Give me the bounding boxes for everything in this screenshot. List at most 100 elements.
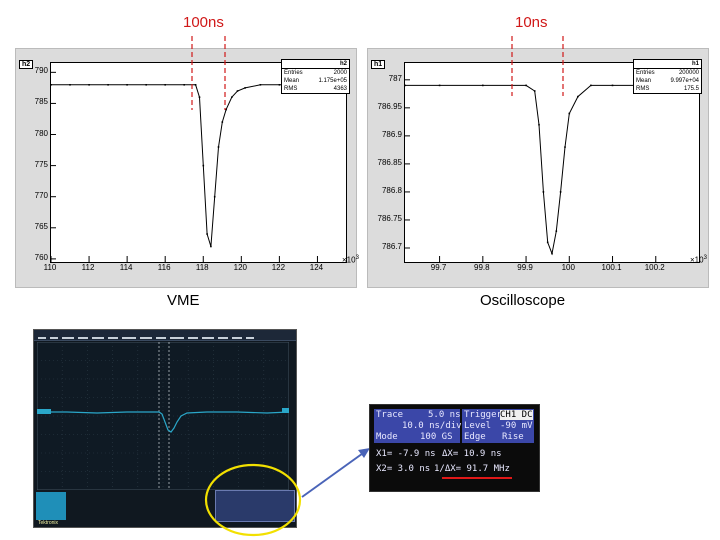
scope-status-text: Tektronix — [38, 520, 59, 526]
h1-y-tick-label: 787 — [388, 73, 402, 83]
h2-data-point — [51, 84, 52, 86]
zoomed-readout: Trace 5.0 ns Trigger CH1 DC 10.0 ns/div … — [369, 404, 540, 492]
h2-data-point — [69, 84, 71, 86]
h2-y-tick-label: 785 — [34, 97, 48, 107]
vme-resolution-label: 100ns — [183, 14, 224, 31]
h1-data-point — [405, 84, 406, 87]
osc-plot-area — [404, 62, 700, 263]
h1-data-point — [538, 123, 540, 126]
h1-y-tick-label: 786.75 — [377, 213, 402, 223]
h1-x-tick-label: 100.1 — [601, 263, 622, 272]
zoom-x2-cursor: X2= 3.0 ns — [376, 464, 431, 474]
zoom-mode-label: Mode — [376, 432, 398, 442]
vme-x-exponent-power: 3 — [355, 255, 359, 261]
h2-data-point — [278, 84, 281, 86]
osc-x-exponent-base: ×10 — [690, 255, 704, 265]
h1-x-tick-label: 100 — [561, 263, 575, 272]
h1-data-point — [482, 84, 484, 87]
h2-data-point — [88, 84, 90, 86]
zoom-left-block — [374, 409, 460, 443]
osc-stats-box: h1 Entries 200000 Mean 9.997e+04 RMS 175.5 — [633, 59, 702, 94]
stat-value: 2000 — [333, 70, 347, 76]
osc-histogram-tag: h1 — [371, 60, 386, 69]
h2-x-tick-label: 110 — [43, 263, 57, 272]
osc-x-exponent-power: 3 — [703, 255, 707, 261]
h2-data-point — [244, 87, 246, 89]
h1-x-tick-label: 99.8 — [474, 263, 490, 272]
h1-y-tick-label: 786.85 — [377, 157, 402, 167]
h1-data-point — [577, 95, 579, 98]
h2-x-tick-label: 112 — [81, 263, 95, 272]
h2-x-tick-label: 118 — [195, 263, 209, 272]
vme-x-exponent: ×103 — [342, 255, 359, 265]
h1-data-point — [551, 252, 553, 255]
h2-data-point — [259, 84, 262, 86]
scope-menu-tabs — [38, 337, 254, 339]
h2-y-tick-label: 780 — [34, 128, 48, 138]
h2-x-tick-label: 114 — [119, 263, 133, 272]
h2-data-point — [231, 96, 233, 98]
zoom-edge-label: Edge — [464, 432, 486, 442]
h2-data-point — [198, 96, 201, 98]
zoom-mode-value: 100 GS — [420, 432, 453, 442]
stat-value: 1.175e+05 — [318, 78, 347, 84]
scope-channel-readout — [36, 492, 66, 520]
zoom-x1-cursor: X1= -7.9 ns — [376, 449, 436, 459]
scope-readout-panel — [215, 490, 295, 522]
osc-caption: Oscilloscope — [480, 292, 566, 309]
h1-data-point — [590, 84, 592, 87]
h1-x-tick-label: 99.7 — [430, 263, 447, 272]
highlight-ellipse — [204, 463, 302, 537]
h2-data-point — [236, 90, 239, 92]
zoom-frequency: 1/ΔX= 91.7 MHz — [434, 464, 510, 474]
stat-label: Mean — [636, 78, 652, 84]
zoom-trigger-label: Trigger — [464, 410, 502, 420]
h1-y-tick-label: 786.8 — [381, 185, 402, 195]
osc-stats-name: h1 — [634, 60, 701, 69]
h1-data-point — [568, 112, 571, 115]
h1-data-point — [533, 90, 536, 92]
h2-data-point — [164, 84, 166, 86]
channel-marker — [37, 409, 51, 414]
callout-arrow-shaft — [301, 450, 367, 498]
scope-menu-bar — [34, 330, 296, 341]
zoom-delta-x: ΔX= 10.9 ns — [442, 449, 502, 459]
vme-stats-name: h2 — [282, 60, 349, 69]
vme-histogram-tag: h2 — [19, 60, 34, 69]
h2-y-tick-label: 770 — [34, 190, 48, 200]
zoom-trigger-value: CH1 DC — [500, 410, 533, 420]
h1-y-tick-label: 786.9 — [381, 129, 402, 139]
h2-data-point — [107, 84, 109, 86]
vme-plot-area — [50, 62, 347, 263]
osc-histogram-panel: h1 h1 Entries 200000 Mean 9.997e+04 RMS 175… — [367, 48, 709, 288]
h2-x-tick-label: 120 — [233, 263, 247, 272]
zoom-level-label: Level — [464, 421, 492, 431]
h1-data-point — [525, 84, 527, 87]
vme-caption: VME — [167, 292, 200, 309]
h1-data-point — [611, 84, 614, 87]
h2-data-point — [202, 164, 205, 167]
stat-value: 200000 — [678, 70, 699, 76]
h1-data-point — [438, 84, 441, 87]
oscilloscope-screen: Tektronix — [33, 329, 297, 528]
vme-histogram-panel: h2 h2 Entries 2000 Mean 1.175e+05 RMS 4363 … — [15, 48, 359, 288]
stat-label: RMS — [636, 86, 650, 92]
osc-resolution-label: 10ns — [515, 14, 548, 31]
h1-x-tick-label: 100.2 — [644, 263, 665, 272]
stat-label: Mean — [284, 78, 300, 84]
h1-x-tick-label: 99.9 — [517, 263, 533, 272]
zoom-timebase-value: 10.0 ns/div — [402, 421, 462, 431]
h1-data-point — [564, 146, 566, 148]
h1-data-point — [559, 191, 562, 193]
stat-value: 9.997e+04 — [670, 78, 699, 84]
zoom-underline — [442, 477, 512, 479]
stat-value: 175.5 — [683, 86, 699, 92]
zoom-edge-value: Rise — [502, 432, 524, 442]
h2-x-tick-label: 124 — [309, 263, 324, 272]
h2-x-tick-label: 116 — [157, 263, 171, 272]
vme-x-exponent-base: ×10 — [342, 255, 356, 265]
h2-data-point — [183, 84, 185, 86]
vme-stats-box: h2 Entries 2000 Mean 1.175e+05 RMS 4363 — [281, 59, 350, 94]
h1-data-point — [546, 241, 549, 244]
h2-data-point — [221, 121, 224, 123]
